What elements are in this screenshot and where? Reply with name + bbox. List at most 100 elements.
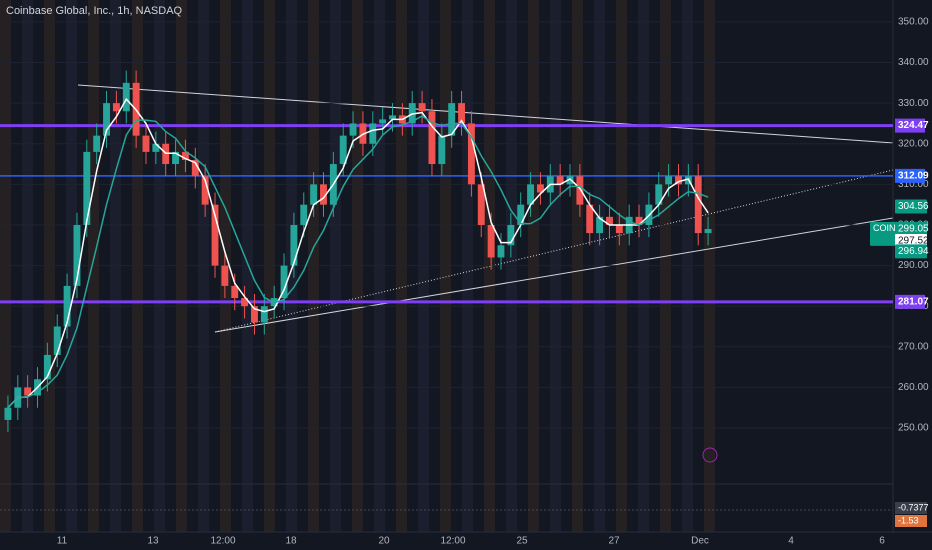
candle-body: [53, 326, 61, 355]
x-tick-label: 13: [147, 536, 159, 547]
trendline: [214, 217, 894, 333]
y-tick-label: 330.00: [898, 98, 929, 109]
y-tick-label: 260.00: [898, 382, 929, 393]
price-marker-value: 304.56: [898, 201, 929, 212]
candle-body: [290, 224, 298, 266]
candle-body: [665, 176, 673, 185]
candle-body: [231, 285, 239, 299]
candle-body: [497, 245, 505, 258]
candle-body: [181, 151, 189, 160]
price-marker-value: 296.94: [898, 246, 929, 257]
candle-body: [122, 82, 130, 112]
candle-body: [615, 224, 623, 234]
candle-body: [93, 135, 101, 152]
price-marker-bg: [895, 199, 927, 214]
candle-body: [24, 387, 32, 396]
y-tick-label: 340.00: [898, 57, 929, 68]
candle-body: [172, 151, 180, 165]
trendline-dotted: [214, 169, 894, 333]
x-tick-label: 20: [378, 536, 390, 547]
candle-body: [448, 103, 456, 136]
candle-body: [635, 216, 643, 225]
candle-body: [536, 184, 544, 193]
chart-title: Coinbase Global, Inc., 1h, NASDAQ: [6, 5, 183, 17]
candle-body: [467, 123, 475, 185]
candle-body: [191, 160, 199, 177]
indicator-label-bg: [895, 515, 927, 527]
candle-body: [73, 224, 81, 286]
indicator-label-bg: [895, 502, 927, 514]
candle-body: [438, 135, 446, 165]
candle-body: [586, 204, 594, 234]
y-tick-label: 290.00: [898, 260, 929, 271]
level-label-bg: [895, 168, 925, 183]
candle-body: [527, 184, 535, 205]
candle-body: [418, 103, 426, 112]
candle-body: [221, 265, 229, 286]
y-tick-label: 310.00: [898, 179, 929, 190]
candle-body: [596, 216, 604, 234]
candle-body: [43, 354, 51, 380]
price-marker-bg: [895, 244, 927, 259]
indicator-label: -0.7377: [898, 502, 929, 512]
x-tick-label: 27: [608, 536, 620, 547]
candle-body: [310, 184, 318, 205]
candle-body: [320, 184, 327, 205]
y-tick-label: 320.00: [898, 138, 929, 149]
x-tick-label: 6: [879, 536, 885, 547]
x-tick-label: 4: [788, 536, 794, 547]
candle-body: [655, 184, 663, 205]
candle-body: [4, 407, 12, 420]
candle-body: [517, 204, 525, 225]
x-tick-label: Dec: [691, 536, 709, 547]
candle-body: [477, 184, 485, 225]
candle-body: [458, 103, 465, 124]
candle-body: [251, 306, 258, 323]
candle-body: [112, 103, 120, 112]
x-tick-label: 18: [285, 536, 297, 547]
candle-body: [379, 119, 387, 124]
price-marker-name: COIN: [873, 223, 896, 233]
candle-body: [576, 176, 584, 205]
candle-body: [152, 143, 160, 152]
candle-body: [566, 176, 574, 185]
candle-body: [487, 224, 495, 258]
candle-body: [339, 135, 347, 165]
x-tick-label: 12:00: [210, 536, 235, 547]
event-icon[interactable]: [702, 447, 718, 463]
candle-body: [280, 265, 288, 299]
moving-average: [7, 97, 709, 409]
candle-body: [507, 224, 515, 246]
price-marker-value: 297.52: [898, 236, 929, 247]
level-label: 324.47: [898, 120, 929, 131]
candle-body: [83, 151, 91, 225]
y-tick-label: 250.00: [898, 423, 929, 434]
candle-body: [606, 216, 613, 225]
candle-body: [63, 285, 71, 327]
candle-body: [201, 176, 209, 205]
candle-body: [300, 204, 308, 225]
candle-body: [349, 123, 357, 136]
candle-body: [211, 204, 219, 266]
candle-body: [694, 176, 702, 234]
level-label-bg: [895, 294, 925, 309]
trendline: [77, 84, 894, 144]
y-tick-label: 270.00: [898, 341, 929, 352]
level-label: 281.07: [898, 296, 929, 307]
candle-body: [389, 115, 396, 120]
price-marker-value: 299.05: [898, 223, 929, 234]
candle-body: [675, 176, 682, 185]
level-label: 312.09: [898, 171, 929, 182]
x-tick-label: 25: [516, 536, 528, 547]
candle-body: [704, 229, 712, 234]
candle-body: [260, 306, 268, 323]
indicator-label: -1.53: [898, 515, 919, 525]
candle-body: [428, 111, 436, 165]
y-tick-label: 350.00: [898, 17, 929, 28]
candle-body: [369, 123, 377, 144]
candle-body: [103, 103, 110, 136]
x-tick-label: 11: [57, 536, 68, 547]
x-tick-label: 12:00: [440, 536, 465, 547]
